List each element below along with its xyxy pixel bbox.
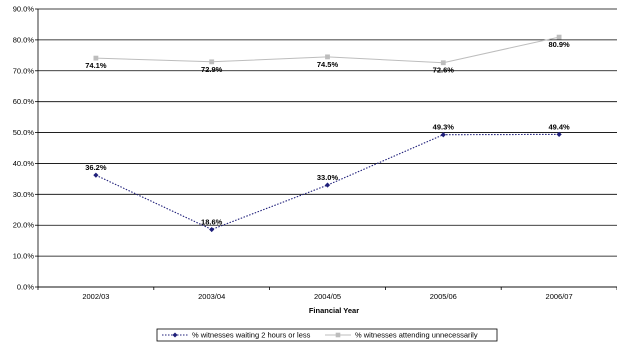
series-line — [95, 133, 560, 231]
y-tick-label: 90.0% — [13, 5, 35, 14]
data-point — [93, 172, 99, 178]
y-tick-label: 30.0% — [13, 190, 35, 199]
legend-marker — [172, 332, 178, 338]
y-tick-label: 70.0% — [13, 66, 35, 75]
x-tick-label: 2004/05 — [314, 292, 341, 301]
data-label: 18.6% — [201, 218, 223, 227]
data-point — [93, 55, 99, 61]
data-point — [325, 54, 330, 60]
legend-marker — [335, 332, 341, 338]
data-label: 74.1% — [85, 61, 107, 70]
data-label: 36.2% — [85, 163, 107, 172]
x-tick-label: 2005/06 — [430, 292, 457, 301]
data-label: 72.9% — [201, 65, 223, 74]
y-tick-label: 40.0% — [13, 159, 35, 168]
gridlines — [38, 8, 617, 288]
data-label: 80.9% — [548, 40, 570, 49]
data-point — [324, 182, 331, 188]
data-label: 74.5% — [317, 60, 339, 69]
x-axis-title: Financial Year — [309, 306, 359, 315]
y-tick-label: 10.0% — [13, 252, 35, 261]
data-label: 49.3% — [433, 123, 455, 132]
data-point — [440, 60, 446, 66]
data-point — [556, 34, 562, 40]
y-tick-label: 20.0% — [13, 221, 35, 230]
y-tick-label: 80.0% — [13, 35, 35, 44]
data-labels: 36.2% 18.6% 33.0% 49.3% 49.4% 74.1% 72.9% 74.5%… — [85, 40, 570, 226]
data-point — [209, 59, 215, 65]
data-label: 33.0% — [317, 173, 339, 182]
x-tick-label: 2002/03 — [82, 292, 109, 301]
y-tick-label: 60.0% — [13, 97, 35, 106]
data-point — [440, 132, 446, 138]
legend-label: % witnesses attending unnecessarily — [355, 331, 478, 340]
data-point — [209, 226, 215, 233]
data-label: 49.4% — [548, 122, 570, 131]
y-tick-label: 50.0% — [13, 128, 35, 137]
y-tick-label: 0.0% — [17, 283, 34, 292]
x-tick-label: 2006/07 — [546, 292, 573, 301]
legend: % witnesses waiting 2 hours or less % wit… — [156, 328, 498, 342]
x-tick-label: 2003/04 — [198, 292, 225, 301]
legend-label: % witnesses waiting 2 hours or less — [192, 331, 311, 340]
data-label: 72.6% — [433, 66, 455, 75]
data-point — [556, 131, 562, 138]
axes: 0.0% 10.0% 20.0% 30.0% 40.0% 50.0% 60.0% 70.0% 8… — [13, 5, 617, 301]
series-group — [93, 34, 562, 233]
